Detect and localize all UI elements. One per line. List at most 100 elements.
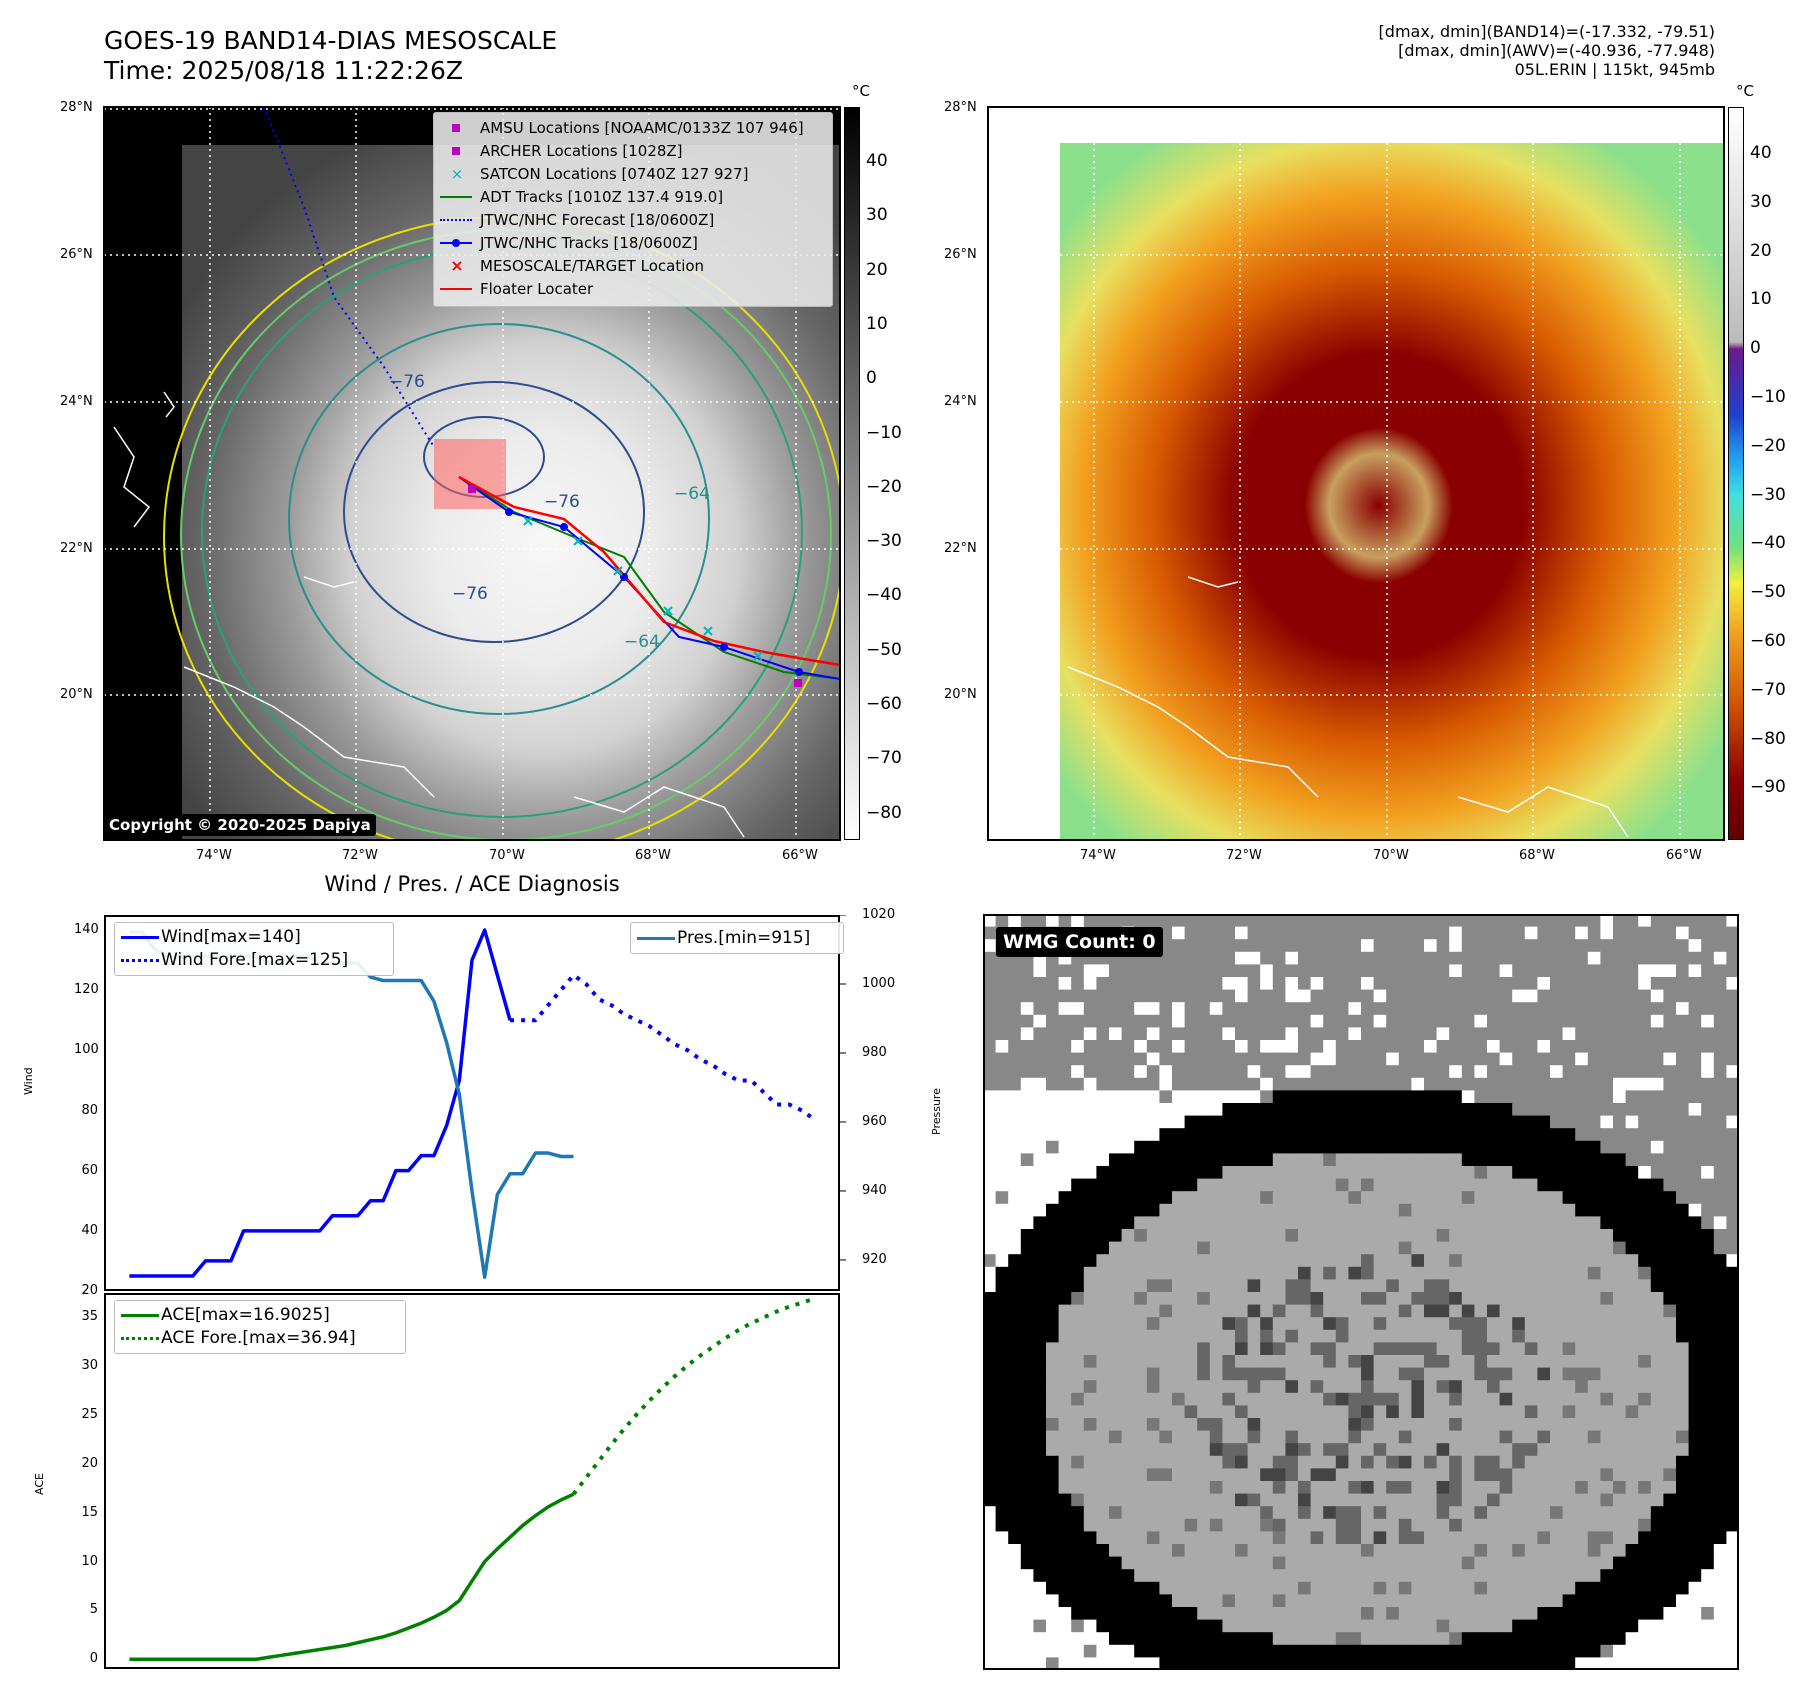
y-tick-label: 980 bbox=[862, 1044, 887, 1060]
y-tick-label: 100 bbox=[74, 1042, 99, 1058]
storm-info: [dmax, dmin](BAND14)=(-17.332, -79.51) [… bbox=[1379, 22, 1715, 79]
y-tick-label: 15 bbox=[81, 1504, 98, 1520]
y-tick-label: 5 bbox=[89, 1602, 98, 1618]
lon-tick: 74°W bbox=[1080, 848, 1116, 863]
ir-map-frame bbox=[103, 106, 841, 841]
colorbar-tick: −10 bbox=[1750, 387, 1786, 407]
legend-item-archer: ARCHER Locations [1028Z] bbox=[434, 140, 683, 162]
awv-map-frame bbox=[987, 106, 1725, 841]
y-tick-label: 140 bbox=[74, 922, 99, 938]
colorbar-tick: 20 bbox=[866, 259, 888, 280]
y-tick-label: 30 bbox=[81, 1358, 98, 1374]
colorbar-tick: 40 bbox=[1750, 143, 1772, 163]
y-tick-label: 1020 bbox=[862, 907, 896, 922]
colorbar-tick: −80 bbox=[1750, 728, 1786, 749]
series-line-0 bbox=[129, 928, 512, 1278]
y-tick-label: 0 bbox=[89, 1651, 98, 1667]
y-tick-label: 20 bbox=[81, 1455, 98, 1471]
contour-label: −76 bbox=[544, 492, 580, 512]
y-tick-label: 80 bbox=[81, 1102, 98, 1118]
lat-tick: 28°N bbox=[60, 100, 93, 115]
wind-legend: Wind[max=140] Wind Fore.[max=125] bbox=[114, 922, 394, 976]
colorbar-tick: 30 bbox=[1750, 191, 1772, 212]
plot-frame bbox=[104, 915, 840, 1291]
wmg-pixel bbox=[983, 914, 997, 928]
colorbar-tick: −80 bbox=[866, 802, 902, 823]
colorbar-tick: 40 bbox=[866, 151, 888, 171]
wind-axis-label: Wind bbox=[22, 1067, 35, 1095]
awv-colorbar bbox=[1728, 107, 1744, 840]
lon-tick: 70°W bbox=[1373, 848, 1409, 863]
legend-item-tracks: JTWC/NHC Tracks [18/0600Z] bbox=[434, 232, 698, 254]
diagnosis-title: Wind / Pres. / ACE Diagnosis bbox=[324, 872, 620, 896]
map-legend: AMSU Locations [NOAAMC/0133Z 107 946] AR… bbox=[433, 112, 833, 307]
lat-tick: 24°N bbox=[944, 394, 977, 409]
lon-tick: 66°W bbox=[782, 848, 818, 863]
lon-tick: 72°W bbox=[342, 848, 378, 863]
legend-item-wind: Wind[max=140] bbox=[115, 926, 301, 948]
lat-tick: 24°N bbox=[60, 394, 93, 409]
awv-map bbox=[988, 107, 1724, 840]
ace-axis-label: ACE bbox=[33, 1473, 46, 1495]
legend-item-satcon: × SATCON Locations [0740Z 127 927] bbox=[450, 165, 749, 183]
colorbar-tick: −50 bbox=[866, 639, 902, 660]
ir-colorbar-unit: °C bbox=[852, 82, 870, 100]
y-tick-label: 960 bbox=[862, 1113, 887, 1129]
lat-tick: 20°N bbox=[60, 687, 93, 702]
y-tick-label: 10 bbox=[81, 1553, 98, 1569]
colorbar-tick: −60 bbox=[1750, 631, 1786, 651]
colorbar-tick: 10 bbox=[866, 313, 888, 334]
lon-tick: 74°W bbox=[196, 848, 232, 863]
series-line-0 bbox=[129, 1492, 575, 1661]
colorbar-tick: −20 bbox=[1750, 435, 1786, 456]
ace-legend: ACE[max=16.9025] ACE Fore.[max=36.94] bbox=[114, 1300, 406, 1354]
series-line-1 bbox=[571, 1296, 816, 1496]
colorbar-tick: −30 bbox=[1750, 484, 1786, 505]
y-tick-label: 920 bbox=[862, 1251, 887, 1267]
lat-tick: 20°N bbox=[944, 687, 977, 702]
info-line-3: 05L.ERIN | 115kt, 945mb bbox=[1514, 60, 1715, 79]
chart-title: GOES-19 BAND14-DIAS MESOSCALE Time: 2025… bbox=[104, 26, 557, 86]
info-line-1: [dmax, dmin](BAND14)=(-17.332, -79.51) bbox=[1378, 22, 1715, 41]
contour-label: −76 bbox=[389, 372, 425, 392]
lon-tick: 72°W bbox=[1226, 848, 1262, 863]
copyright-badge: Copyright © 2020-2025 Dapiya bbox=[104, 814, 376, 836]
legend-item-wind-forecast: Wind Fore.[max=125] bbox=[115, 949, 348, 971]
legend-item-ace-forecast: ACE Fore.[max=36.94] bbox=[115, 1327, 356, 1349]
y-tick-label: 25 bbox=[81, 1407, 98, 1423]
lat-tick: 26°N bbox=[944, 247, 977, 262]
legend-item-ace: ACE[max=16.9025] bbox=[115, 1304, 330, 1326]
colorbar-tick: 30 bbox=[866, 205, 888, 226]
colorbar-tick: 0 bbox=[866, 368, 877, 389]
y-tick-label: 120 bbox=[74, 982, 99, 998]
title-line-2: Time: 2025/08/18 11:22:26Z bbox=[104, 56, 463, 85]
legend-item-pressure: Pres.[min=915] bbox=[631, 927, 810, 949]
y-tick-label: 940 bbox=[862, 1182, 887, 1198]
wmg-count-badge: WMG Count: 0 bbox=[996, 927, 1163, 957]
ace-chart bbox=[104, 1293, 840, 1669]
colorbar-tick: −10 bbox=[866, 422, 902, 443]
colorbar-tick: 10 bbox=[1750, 289, 1772, 310]
colorbar-tick: −20 bbox=[866, 476, 902, 497]
colorbar-tick: −70 bbox=[866, 748, 902, 769]
colorbar-tick: −90 bbox=[1750, 777, 1786, 798]
contour-label: −76 bbox=[452, 584, 488, 604]
lat-tick: 26°N bbox=[60, 247, 93, 262]
lon-tick: 68°W bbox=[635, 848, 671, 863]
lon-tick: 70°W bbox=[489, 848, 525, 863]
colorbar-tick: 0 bbox=[1750, 338, 1761, 359]
lat-tick: 22°N bbox=[944, 541, 977, 556]
info-line-2: [dmax, dmin](AWV)=(-40.936, -77.948) bbox=[1398, 41, 1715, 60]
colorbar-tick: −30 bbox=[866, 531, 902, 552]
y-tick-label: 20 bbox=[81, 1283, 98, 1298]
awv-imagery bbox=[1060, 143, 1724, 840]
y-tick-label: 40 bbox=[81, 1222, 98, 1238]
contour-label: −64 bbox=[674, 484, 710, 504]
colorbar-tick: 20 bbox=[1750, 240, 1772, 261]
y-tick-label: 60 bbox=[81, 1162, 98, 1178]
legend-item-adt: ADT Tracks [1010Z 137.4 919.0] bbox=[434, 186, 723, 208]
legend-item-floater: Floater Locater bbox=[434, 278, 593, 300]
colorbar-tick: −40 bbox=[1750, 533, 1786, 554]
lon-tick: 66°W bbox=[1666, 848, 1702, 863]
pressure-axis-label: Pressure bbox=[930, 1088, 943, 1135]
